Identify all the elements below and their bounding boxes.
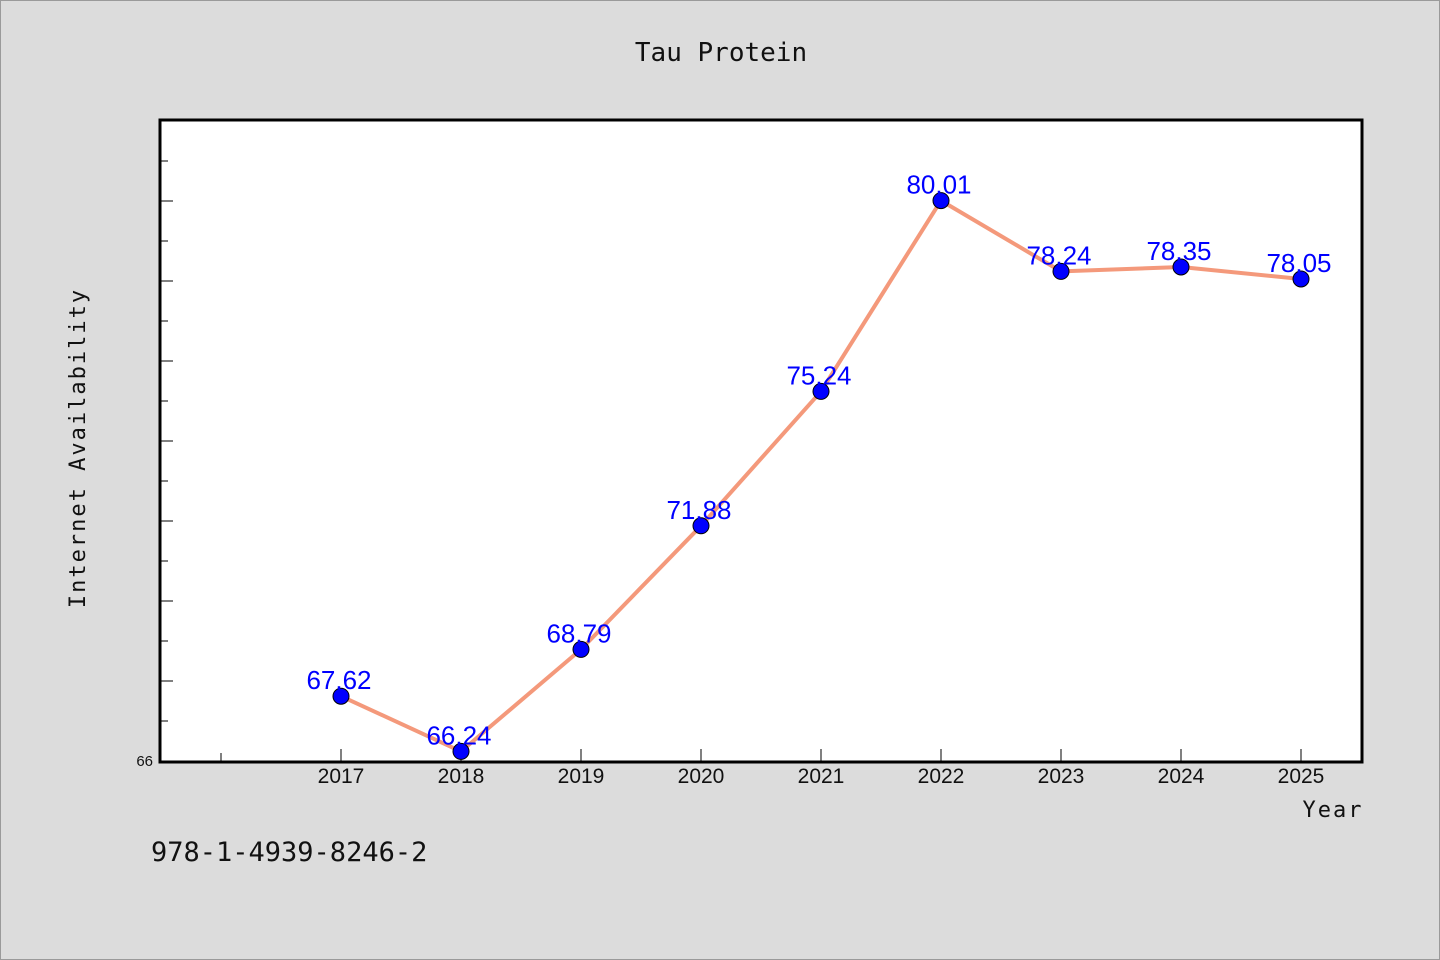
data-point — [572, 640, 590, 658]
data-point — [332, 687, 350, 705]
data-label: 78.05 — [1266, 248, 1331, 278]
data-label: 68.79 — [546, 618, 611, 648]
data-point — [1172, 258, 1190, 276]
x-axis-label: Year — [1303, 798, 1364, 823]
data-point — [452, 742, 470, 760]
x-tick-label: 2017 — [318, 765, 365, 788]
data-point — [1052, 262, 1070, 280]
plot-area — [158, 118, 1364, 764]
y-tick-label: 66 — [136, 753, 153, 770]
x-tick-label: 2019 — [558, 765, 605, 788]
chart-title: Tau Protein — [635, 38, 807, 68]
data-labels: 67.62 66.24 68.79 71.88 75.24 80.01 78.24 78.35… — [306, 170, 1331, 751]
y-axis-ticks: 66 — [136, 160, 173, 770]
data-label: 66.24 — [426, 720, 491, 750]
data-label: 78.35 — [1146, 236, 1211, 266]
x-tick-label: 2021 — [798, 765, 845, 788]
data-label: 67.62 — [306, 665, 371, 695]
x-tick-label: 2018 — [438, 765, 485, 788]
x-tick-label: 2024 — [1158, 765, 1205, 788]
x-tick-label: 2023 — [1038, 765, 1085, 788]
data-point — [1292, 270, 1310, 288]
data-point — [812, 382, 830, 400]
y-axis-label: Internet Availability — [66, 288, 91, 608]
data-point — [692, 517, 710, 535]
data-label: 75.24 — [786, 360, 851, 390]
x-tick-label: 2025 — [1278, 765, 1325, 788]
data-label: 71.88 — [666, 495, 731, 525]
x-tick-label: 2020 — [678, 765, 725, 788]
x-axis-ticks: 2017 2018 2019 2020 2021 2022 2023 2024 2025 — [220, 749, 1325, 788]
x-tick-label: 2022 — [918, 765, 965, 788]
isbn-watermark: 978-1-4939-8246-2 — [151, 837, 428, 868]
data-label: 80.01 — [906, 170, 971, 200]
data-points — [332, 192, 1310, 760]
data-label: 78.24 — [1026, 240, 1091, 270]
data-point — [932, 192, 950, 210]
